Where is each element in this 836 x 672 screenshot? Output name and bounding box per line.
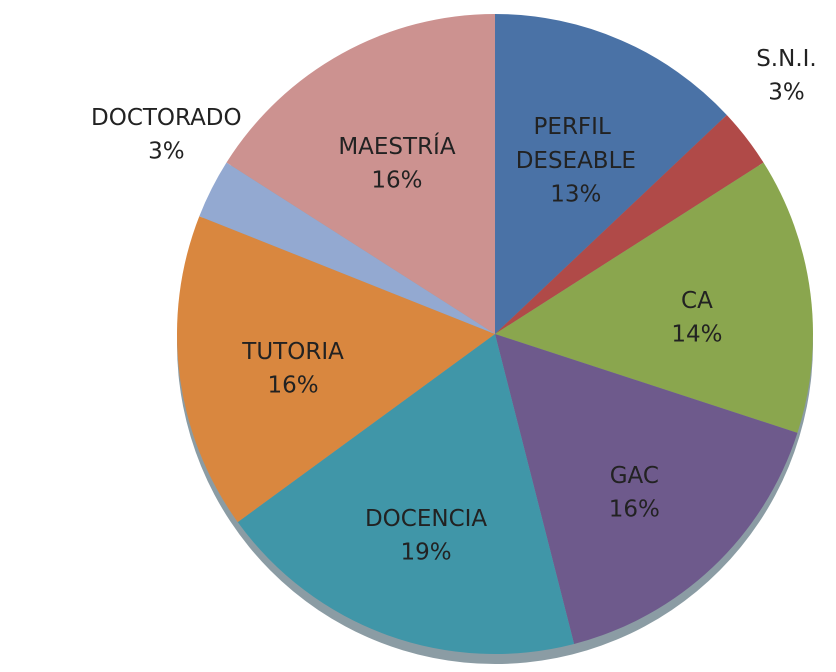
pie-slice [199,162,496,334]
slice-value-label: 3% [148,138,185,164]
pie-slice [495,162,813,433]
pie-slice [495,14,727,334]
pie-slice [495,334,798,644]
pie-slice [176,216,495,523]
slice-value-label: 14% [671,321,722,347]
slice-value-label: 19% [400,540,451,566]
slice-label: GAC [610,462,659,488]
pie-slice [226,14,495,334]
slice-label: DOCENCIA [365,506,487,532]
slice-value-label: 16% [371,168,422,194]
slice-value-label: 3% [768,79,805,105]
pie-slice [237,334,575,654]
slice-label: S.N.I. [756,45,817,71]
slice-value-label: 16% [268,373,319,399]
slice-label: CA [681,287,713,313]
pie-slice [495,114,764,335]
slice-label: PERFIL DESEABLE [516,114,636,174]
slice-value-label: 16% [609,496,660,522]
slice-label: DOCTORADO [91,104,242,130]
slice-value-label: 13% [550,182,601,208]
slice-label: TUTORIA [241,339,344,365]
slice-label: MAESTRÍA [338,132,456,160]
